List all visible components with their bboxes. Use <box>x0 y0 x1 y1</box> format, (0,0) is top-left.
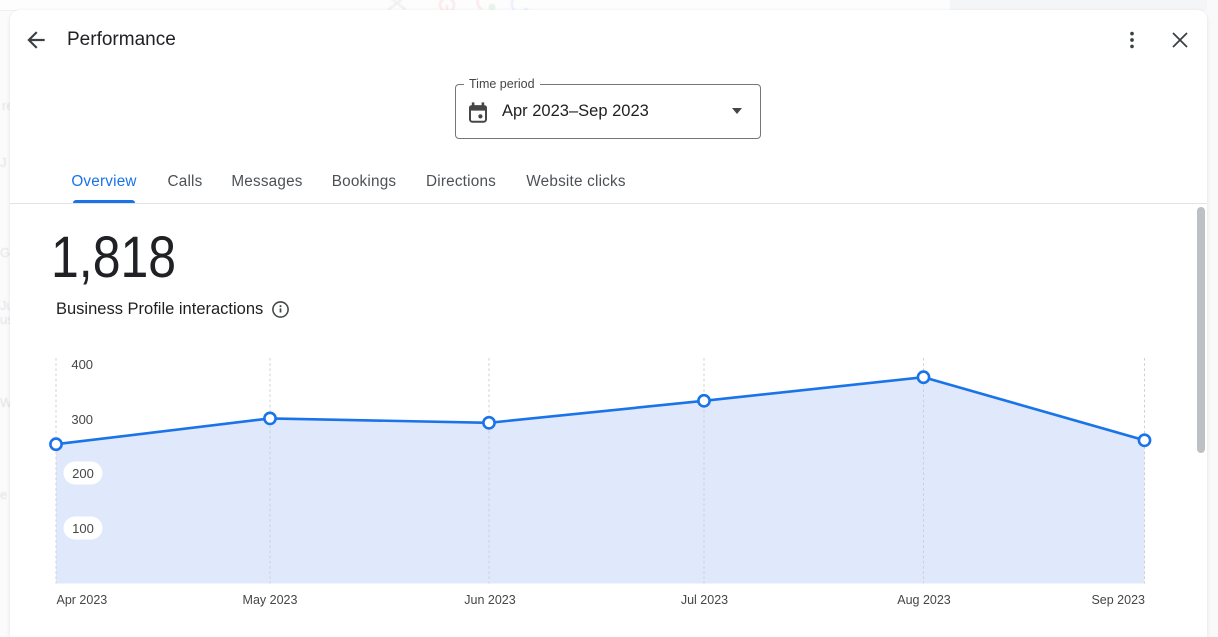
svg-text:May 2023: May 2023 <box>243 593 298 607</box>
svg-text:Apr 2023: Apr 2023 <box>57 593 108 607</box>
svg-text:Jun 2023: Jun 2023 <box>464 593 515 607</box>
svg-text:100: 100 <box>72 521 94 536</box>
svg-text:400: 400 <box>71 357 93 372</box>
svg-text:200: 200 <box>72 466 94 481</box>
svg-text:Jul 2023: Jul 2023 <box>681 593 728 607</box>
svg-text:Sep 2023: Sep 2023 <box>1091 593 1145 607</box>
svg-text:Aug 2023: Aug 2023 <box>897 593 951 607</box>
svg-text:300: 300 <box>71 412 93 427</box>
